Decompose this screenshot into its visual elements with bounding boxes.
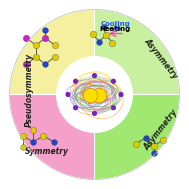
- Point: [32, 140, 35, 143]
- Point: [119, 93, 122, 96]
- Circle shape: [57, 57, 132, 132]
- Point: [25, 36, 28, 39]
- Point: [34, 44, 37, 47]
- Wedge shape: [94, 94, 180, 180]
- Text: Symmetry: Symmetry: [25, 147, 69, 156]
- Point: [104, 33, 107, 36]
- Point: [44, 29, 47, 32]
- Point: [144, 136, 147, 139]
- Text: Pseudosymmetry: Pseudosymmetry: [25, 53, 34, 127]
- Point: [111, 41, 114, 44]
- Point: [52, 140, 55, 143]
- Point: [53, 44, 56, 47]
- Point: [32, 129, 35, 132]
- Point: [67, 93, 70, 96]
- Point: [98, 93, 101, 96]
- Point: [44, 36, 47, 39]
- Text: Asymmetry: Asymmetry: [142, 108, 179, 153]
- Point: [98, 40, 101, 43]
- Point: [162, 138, 165, 141]
- Wedge shape: [94, 9, 180, 94]
- Point: [74, 106, 77, 109]
- Wedge shape: [9, 9, 94, 180]
- Point: [112, 106, 115, 109]
- Point: [112, 80, 115, 83]
- Point: [53, 55, 56, 58]
- Point: [44, 63, 47, 66]
- Point: [25, 63, 28, 66]
- Point: [135, 142, 138, 145]
- Point: [93, 74, 96, 77]
- Point: [21, 135, 24, 138]
- Point: [102, 26, 105, 29]
- Point: [153, 152, 156, 155]
- Point: [42, 135, 45, 138]
- Point: [93, 112, 96, 115]
- Point: [91, 33, 94, 36]
- Point: [21, 146, 24, 149]
- Text: Cooling: Cooling: [100, 21, 130, 27]
- Text: Asymmetry: Asymmetry: [142, 36, 179, 81]
- Text: Heating: Heating: [100, 26, 131, 32]
- Point: [74, 80, 77, 83]
- Point: [153, 144, 156, 147]
- Wedge shape: [9, 94, 94, 180]
- Point: [88, 93, 91, 96]
- Point: [34, 55, 37, 58]
